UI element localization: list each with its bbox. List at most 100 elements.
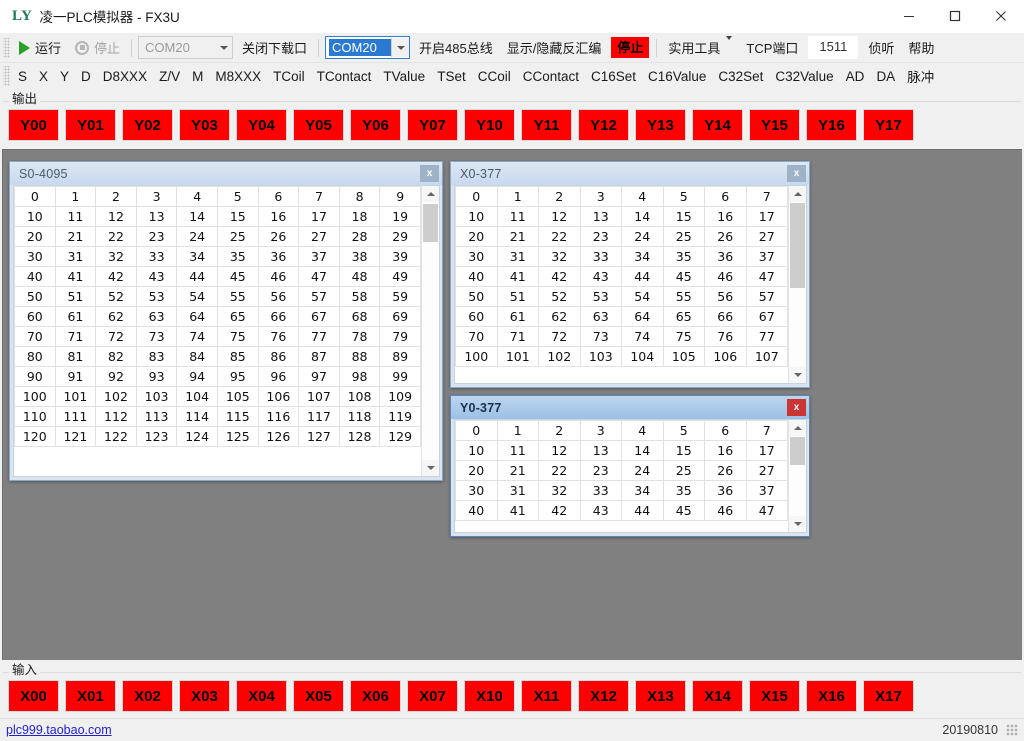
grid-cell[interactable]: 75 <box>216 326 259 347</box>
input-button-x02[interactable]: X02 <box>122 680 173 712</box>
scroll-up-icon[interactable] <box>789 186 806 202</box>
grid-cell[interactable]: 60 <box>455 306 498 327</box>
grid-cell[interactable]: 128 <box>338 426 381 447</box>
grid-cell[interactable]: 83 <box>135 346 178 367</box>
grid-cell[interactable]: 76 <box>704 326 747 347</box>
grid-cell[interactable]: 2 <box>538 186 581 207</box>
grid-cell[interactable]: 53 <box>579 286 622 307</box>
com-port-select-2[interactable]: COM20 <box>325 36 411 59</box>
grid-cell[interactable]: 63 <box>135 306 178 327</box>
grid-cell[interactable]: 66 <box>257 306 300 327</box>
grid-cell[interactable]: 7 <box>745 186 788 207</box>
y-scroll-thumb[interactable] <box>790 437 805 465</box>
grid-cell[interactable]: 4 <box>621 420 664 441</box>
grid-cell[interactable]: 126 <box>257 426 300 447</box>
output-button-y14[interactable]: Y14 <box>692 109 743 141</box>
grid-cell[interactable]: 31 <box>54 246 97 267</box>
grid-cell[interactable]: 101 <box>496 346 539 367</box>
grid-cell[interactable]: 87 <box>298 346 340 367</box>
input-button-x16[interactable]: X16 <box>806 680 857 712</box>
grid-cell[interactable]: 80 <box>14 346 56 367</box>
grid-cell[interactable]: 51 <box>54 286 97 307</box>
grid-cell[interactable]: 41 <box>496 266 539 287</box>
grid-cell[interactable]: 23 <box>579 226 622 247</box>
grid-cell[interactable]: 27 <box>745 226 788 247</box>
grid-cell[interactable]: 54 <box>176 286 218 307</box>
grid-cell[interactable]: 22 <box>538 460 581 481</box>
device-tab-m8xxx[interactable]: M8XXX <box>215 68 262 84</box>
grid-cell[interactable]: 7 <box>745 420 788 441</box>
grid-cell[interactable]: 63 <box>579 306 622 327</box>
child-window-s-titlebar[interactable]: S0-4095 x <box>10 162 442 185</box>
device-tab-tcontact[interactable]: TContact <box>316 68 372 84</box>
child-window-y-titlebar[interactable]: Y0-377 x <box>451 396 809 419</box>
grid-cell[interactable]: 3 <box>579 420 622 441</box>
x-scroll-thumb[interactable] <box>790 203 805 288</box>
grid-cell[interactable]: 29 <box>379 226 421 247</box>
grid-cell[interactable]: 31 <box>496 480 539 501</box>
grid-cell[interactable]: 12 <box>538 206 581 227</box>
grid-cell[interactable]: 109 <box>379 386 421 407</box>
grid-cell[interactable]: 26 <box>704 460 747 481</box>
grid-cell[interactable]: 103 <box>579 346 622 367</box>
input-button-x17[interactable]: X17 <box>863 680 914 712</box>
device-toolbar-grip[interactable] <box>3 66 10 86</box>
grid-cell[interactable]: 17 <box>745 440 788 461</box>
grid-cell[interactable]: 45 <box>216 266 259 287</box>
grid-cell[interactable]: 27 <box>298 226 340 247</box>
grid-cell[interactable]: 49 <box>379 266 421 287</box>
child-window-s[interactable]: S0-4095 x 0 1 2 3 4 5 6 7 8 9 10 11 12 13 14 15 16 17 18 19… <box>9 161 443 481</box>
input-button-x04[interactable]: X04 <box>236 680 287 712</box>
close-icon[interactable]: x <box>787 165 806 182</box>
y-device-grid[interactable]: 0 1 2 3 4 5 6 7 10 11 12 13 14 15 16 17 20 21 22 23 24 25 26 27… <box>455 420 788 521</box>
grid-cell[interactable]: 72 <box>538 326 581 347</box>
input-button-x06[interactable]: X06 <box>350 680 401 712</box>
x-device-grid[interactable]: 0 1 2 3 4 5 6 7 10 11 12 13 14 15 16 17 20 21 22 23 24 25 26 27… <box>455 186 788 367</box>
grid-cell[interactable]: 62 <box>538 306 581 327</box>
output-button-y17[interactable]: Y17 <box>863 109 914 141</box>
grid-cell[interactable]: 35 <box>662 480 705 501</box>
grid-cell[interactable]: 35 <box>662 246 705 267</box>
s-device-grid[interactable]: 0 1 2 3 4 5 6 7 8 9 10 11 12 13 14 15 16 17 18 19 20 21 22 23 24… <box>14 186 421 447</box>
grid-cell[interactable]: 30 <box>455 246 498 267</box>
grid-cell[interactable]: 11 <box>496 206 539 227</box>
grid-cell[interactable]: 1 <box>496 420 539 441</box>
grid-cell[interactable]: 39 <box>379 246 421 267</box>
device-tab-c16value[interactable]: C16Value <box>648 68 707 84</box>
grid-cell[interactable]: 51 <box>496 286 539 307</box>
grid-cell[interactable]: 64 <box>621 306 664 327</box>
grid-cell[interactable]: 17 <box>745 206 788 227</box>
grid-cell[interactable]: 86 <box>257 346 300 367</box>
grid-cell[interactable]: 5 <box>662 186 705 207</box>
grid-cell[interactable]: 24 <box>621 226 664 247</box>
grid-cell[interactable]: 48 <box>338 266 381 287</box>
output-button-y15[interactable]: Y15 <box>749 109 800 141</box>
grid-cell[interactable]: 21 <box>496 226 539 247</box>
input-button-x10[interactable]: X10 <box>464 680 515 712</box>
grid-cell[interactable]: 66 <box>704 306 747 327</box>
grid-cell[interactable]: 88 <box>338 346 381 367</box>
grid-cell[interactable]: 110 <box>14 406 56 427</box>
grid-cell[interactable]: 14 <box>176 206 218 227</box>
grid-cell[interactable]: 3 <box>579 186 622 207</box>
device-tab-z-v[interactable]: Z/V <box>159 68 181 84</box>
grid-cell[interactable]: 76 <box>257 326 300 347</box>
grid-cell[interactable]: 100 <box>455 346 498 367</box>
input-button-x00[interactable]: X00 <box>8 680 59 712</box>
scroll-up-icon[interactable] <box>422 186 439 202</box>
grid-cell[interactable]: 73 <box>135 326 178 347</box>
grid-cell[interactable]: 93 <box>135 366 178 387</box>
grid-cell[interactable]: 40 <box>14 266 56 287</box>
close-icon[interactable] <box>978 0 1024 32</box>
grid-cell[interactable]: 25 <box>662 460 705 481</box>
grid-cell[interactable]: 32 <box>538 480 581 501</box>
grid-cell[interactable]: 45 <box>662 266 705 287</box>
grid-cell[interactable]: 91 <box>54 366 97 387</box>
y-scroll-track[interactable] <box>789 436 806 516</box>
grid-cell[interactable]: 94 <box>176 366 218 387</box>
input-button-x03[interactable]: X03 <box>179 680 230 712</box>
grid-cell[interactable]: 61 <box>496 306 539 327</box>
scroll-down-icon[interactable] <box>422 460 439 476</box>
grid-cell[interactable]: 54 <box>621 286 664 307</box>
output-button-y12[interactable]: Y12 <box>578 109 629 141</box>
